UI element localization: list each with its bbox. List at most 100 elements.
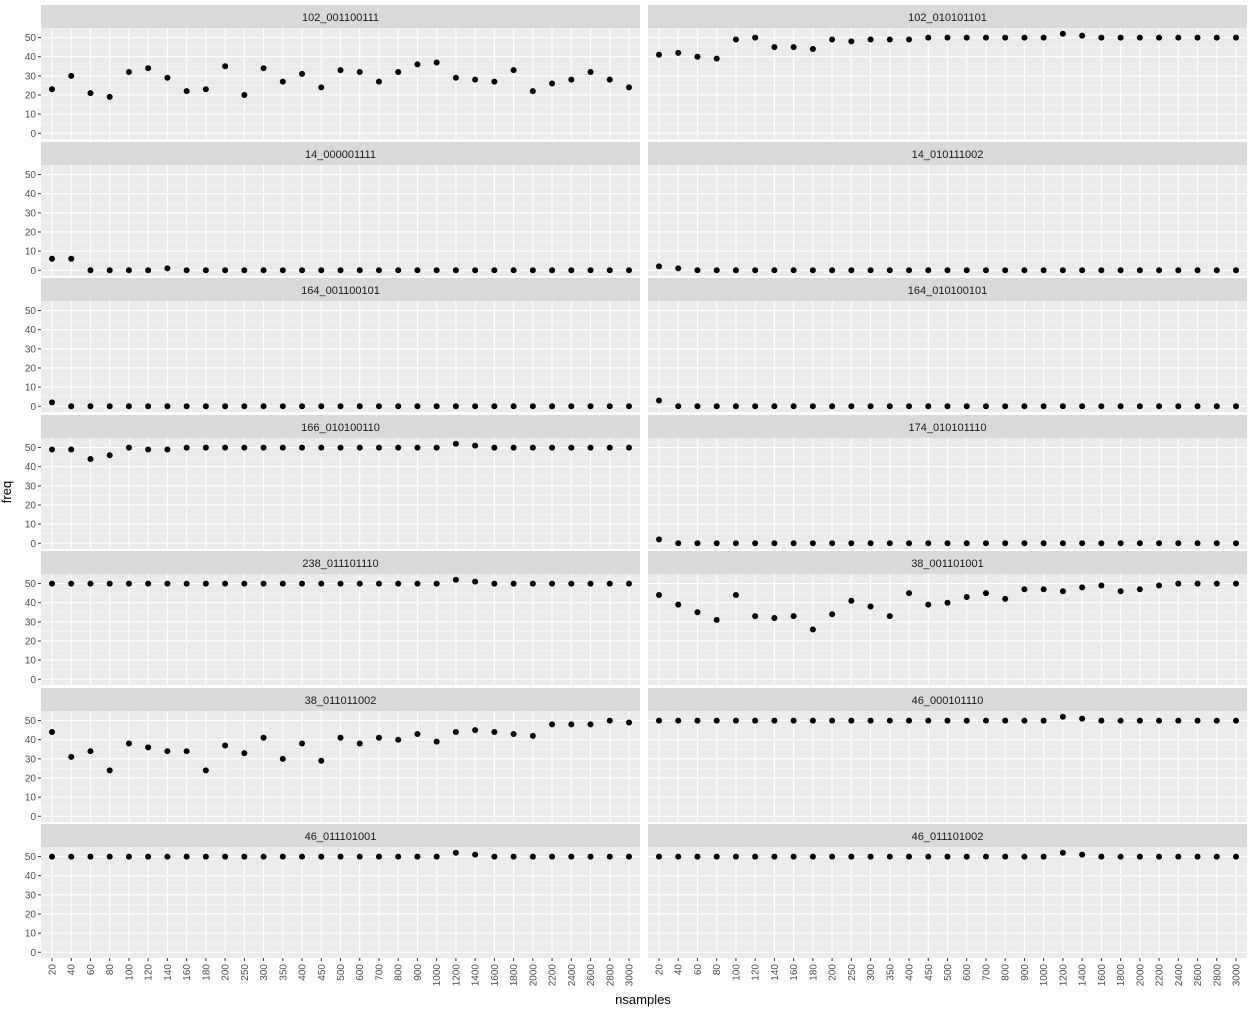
x-tick-label: 20 <box>655 964 666 976</box>
data-point <box>1117 588 1124 595</box>
data-point <box>1098 853 1105 860</box>
x-tick-label: 60 <box>693 964 704 976</box>
data-point <box>452 267 459 274</box>
data-point <box>299 580 306 587</box>
data-point <box>337 267 344 274</box>
facet-panel: 102_001100111 0 10 20 30 40 50 <box>25 5 640 140</box>
data-point <box>1040 34 1047 41</box>
data-point <box>771 403 778 410</box>
data-point <box>1156 717 1163 724</box>
data-point <box>1059 540 1066 547</box>
data-point <box>241 403 248 410</box>
data-point <box>1079 267 1086 274</box>
facet-title: 102_001100111 <box>302 12 379 24</box>
x-tick-label: 2000 <box>1135 964 1146 987</box>
data-point <box>732 540 739 547</box>
data-point <box>395 267 402 274</box>
data-point <box>260 267 267 274</box>
data-point <box>675 49 682 56</box>
data-point <box>337 67 344 74</box>
data-point <box>125 740 132 747</box>
facet-strip <box>648 688 1247 711</box>
data-point <box>1040 853 1047 860</box>
data-point <box>279 853 286 860</box>
data-point <box>886 403 893 410</box>
y-tick-label: 10 <box>25 793 37 804</box>
data-point <box>1233 580 1239 587</box>
data-point <box>125 69 132 76</box>
data-point <box>1021 853 1028 860</box>
data-point <box>829 36 836 43</box>
data-point <box>982 403 989 410</box>
data-point <box>510 267 517 274</box>
data-point <box>675 265 682 272</box>
data-point <box>433 580 440 587</box>
x-axis-title: nsamples <box>615 992 671 1007</box>
data-point <box>1059 713 1066 720</box>
data-point <box>202 86 209 93</box>
data-point <box>1098 582 1105 589</box>
data-point <box>1156 582 1163 589</box>
x-tick-label: 20 <box>48 964 59 976</box>
y-tick-label: 40 <box>25 871 37 882</box>
data-point <box>886 267 893 274</box>
data-point <box>106 267 113 274</box>
data-point <box>510 580 517 587</box>
data-point <box>606 444 613 451</box>
data-point <box>1040 540 1047 547</box>
data-point <box>549 444 556 451</box>
x-tick-label: 700 <box>981 964 992 981</box>
data-point <box>299 70 306 77</box>
data-point <box>375 444 382 451</box>
facet-strip <box>41 415 640 438</box>
data-point <box>1021 586 1028 593</box>
data-point <box>906 590 913 597</box>
data-point <box>790 267 797 274</box>
data-point <box>867 403 874 410</box>
x-tick-label: 120 <box>144 964 155 981</box>
x-tick-label: 3000 <box>1232 964 1243 987</box>
data-point <box>183 267 190 274</box>
data-point <box>771 615 778 622</box>
data-point <box>529 403 536 410</box>
data-point <box>656 51 662 58</box>
x-tick-label: 2800 <box>1212 964 1223 987</box>
data-point <box>809 717 816 724</box>
data-point <box>202 580 209 587</box>
data-point <box>906 717 913 724</box>
data-point <box>452 849 459 856</box>
data-point <box>1213 34 1220 41</box>
data-point <box>1194 403 1201 410</box>
x-tick-label: 2600 <box>1193 964 1204 987</box>
data-point <box>414 403 421 410</box>
data-point <box>587 69 594 76</box>
data-point <box>886 36 893 43</box>
x-tick-label: 800 <box>1001 964 1012 981</box>
data-point <box>1059 849 1066 856</box>
data-point <box>982 540 989 547</box>
y-tick-label: 50 <box>25 716 37 727</box>
data-point <box>1156 34 1163 41</box>
data-point <box>771 540 778 547</box>
data-point <box>414 444 421 451</box>
x-tick-label: 200 <box>828 964 839 981</box>
data-point <box>675 717 682 724</box>
data-point <box>49 399 55 406</box>
data-point <box>656 717 662 724</box>
x-tick-label: 60 <box>86 964 97 976</box>
facet-strip <box>41 551 640 574</box>
data-point <box>356 444 363 451</box>
data-point <box>675 540 682 547</box>
data-point <box>906 853 913 860</box>
data-point <box>982 34 989 41</box>
data-point <box>279 444 286 451</box>
facet-title: 164_001100101 <box>301 285 380 297</box>
data-point <box>790 717 797 724</box>
data-point <box>1021 34 1028 41</box>
data-point <box>963 717 970 724</box>
data-point <box>472 76 479 83</box>
y-tick-label: 30 <box>25 754 37 765</box>
data-point <box>848 267 855 274</box>
data-point <box>867 267 874 274</box>
data-point <box>587 853 594 860</box>
